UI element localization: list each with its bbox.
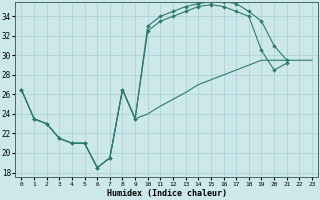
X-axis label: Humidex (Indice chaleur): Humidex (Indice chaleur)	[107, 189, 227, 198]
